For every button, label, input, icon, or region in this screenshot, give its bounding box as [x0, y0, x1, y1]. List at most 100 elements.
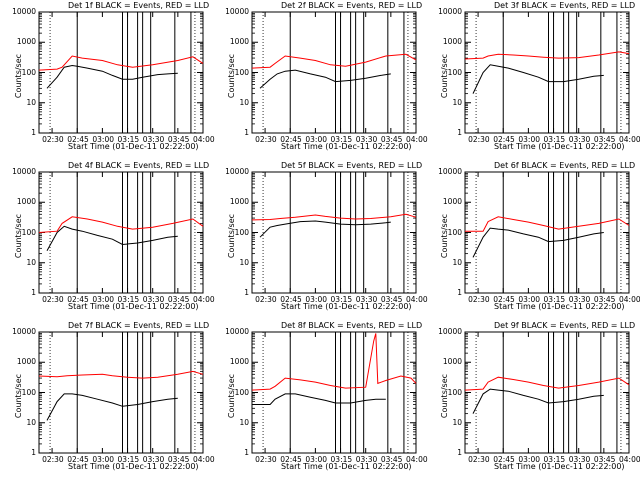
x-tick-label: 02:45	[67, 455, 89, 464]
x-tick-label: 02:30	[468, 455, 490, 464]
y-tick-label: 10	[26, 257, 36, 267]
x-tick-label: 03:30	[568, 455, 591, 464]
chart-title: Det 6f BLACK = Events, RED = LLD	[494, 161, 636, 170]
x-tick-label: 04:00	[619, 135, 640, 144]
x-tick-label: 03:45	[167, 295, 190, 304]
y-tick-label: 100	[234, 387, 249, 397]
lld-series-line	[251, 53, 417, 69]
x-axis-label: Start Time (01-Dec-11 02:22:00)	[494, 142, 625, 151]
y-tick-label: 10000	[438, 167, 462, 176]
x-tick-label: 02:45	[67, 295, 89, 304]
x-axis-label: Start Time (01-Dec-11 02:22:00)	[281, 142, 412, 151]
x-tick-label: 03:30	[142, 135, 165, 144]
chart-panel-1: Det 1f BLACK = Events, RED = LLD Counts/s…	[2, 0, 215, 160]
chart-panel-5: Det 5f BLACK = Events, RED = LLD Counts/s…	[215, 160, 428, 320]
events-series-line	[46, 225, 178, 251]
y-tick-label: 1	[244, 448, 249, 457]
x-tick-label: 02:30	[255, 455, 277, 464]
chart-panel-8: Det 8f BLACK = Events, RED = LLD Counts/s…	[215, 320, 428, 480]
lld-series-line	[464, 51, 630, 60]
x-tick-label: 03:45	[167, 455, 190, 464]
x-tick-label: 03:15	[330, 455, 353, 464]
chart-title: Det 8f BLACK = Events, RED = LLD	[281, 321, 423, 330]
y-tick-label: 100	[234, 67, 249, 77]
x-axis-label: Start Time (01-Dec-11 02:22:00)	[494, 302, 625, 311]
y-tick-label: 100	[21, 67, 36, 77]
x-tick-label: 02:30	[42, 295, 64, 304]
y-tick-label: 10000	[225, 7, 249, 16]
y-tick-label: 10	[26, 417, 36, 427]
x-tick-label: 03:30	[568, 135, 591, 144]
x-tick-label: 03:15	[330, 295, 353, 304]
chart-panel-2: Det 2f BLACK = Events, RED = LLD Counts/s…	[215, 0, 428, 160]
lld-series-line	[251, 333, 417, 391]
lld-series-line	[38, 55, 204, 71]
x-tick-label: 03:15	[543, 135, 566, 144]
x-tick-label: 02:45	[493, 295, 515, 304]
lld-series-line	[251, 213, 417, 221]
x-tick-label: 03:00	[305, 295, 327, 304]
x-tick-label: 03:00	[518, 135, 540, 144]
plot-frame	[38, 331, 204, 454]
x-tick-label: 02:30	[468, 295, 490, 304]
chart-title: Det 7f BLACK = Events, RED = LLD	[68, 321, 210, 330]
x-tick-label: 03:45	[593, 295, 616, 304]
y-tick-label: 1	[244, 288, 249, 297]
x-tick-label: 03:30	[568, 295, 591, 304]
x-tick-label: 03:15	[543, 455, 566, 464]
x-tick-label: 03:00	[305, 135, 327, 144]
x-tick-label: 03:00	[518, 295, 540, 304]
x-tick-label: 03:15	[117, 295, 140, 304]
y-tick-label: 1000	[16, 37, 36, 47]
y-tick-label: 10000	[12, 7, 36, 16]
x-tick-label: 04:00	[406, 135, 428, 144]
plot-frame	[464, 171, 630, 294]
y-tick-label: 100	[21, 227, 36, 237]
y-tick-label: 1000	[16, 357, 36, 367]
x-tick-label: 02:30	[255, 295, 277, 304]
y-tick-label: 100	[234, 227, 249, 237]
chart-panel-7: Det 7f BLACK = Events, RED = LLD Counts/s…	[2, 320, 215, 480]
chart-title: Det 5f BLACK = Events, RED = LLD	[281, 161, 423, 170]
lld-series-line	[38, 370, 204, 379]
x-tick-label: 02:45	[280, 295, 302, 304]
x-axis-label: Start Time (01-Dec-11 02:22:00)	[68, 462, 199, 471]
y-tick-label: 10	[452, 97, 462, 107]
y-tick-label: 1000	[442, 357, 462, 367]
chart-panel-4: Det 4f BLACK = Events, RED = LLD Counts/s…	[2, 160, 215, 320]
chart-svg	[38, 171, 204, 294]
x-tick-label: 04:00	[193, 295, 215, 304]
x-tick-label: 03:45	[167, 135, 190, 144]
x-tick-label: 03:00	[92, 295, 114, 304]
plot-frame	[464, 11, 630, 134]
y-tick-label: 10000	[438, 7, 462, 16]
y-tick-label: 10	[239, 417, 249, 427]
chart-title: Det 9f BLACK = Events, RED = LLD	[494, 321, 636, 330]
chart-title: Det 2f BLACK = Events, RED = LLD	[281, 1, 423, 10]
y-tick-label: 1000	[229, 37, 249, 47]
plot-frame	[38, 171, 204, 294]
y-tick-label: 10000	[225, 167, 249, 176]
x-tick-label: 03:30	[355, 455, 378, 464]
x-tick-label: 02:45	[280, 455, 302, 464]
y-tick-label: 100	[447, 67, 462, 77]
x-tick-label: 03:45	[593, 135, 616, 144]
x-tick-label: 03:30	[355, 295, 378, 304]
chart-svg	[38, 11, 204, 134]
x-tick-label: 02:45	[280, 135, 302, 144]
x-tick-label: 03:15	[330, 135, 353, 144]
x-axis-label: Start Time (01-Dec-11 02:22:00)	[281, 302, 412, 311]
y-tick-label: 1	[244, 128, 249, 137]
x-tick-label: 02:30	[468, 135, 490, 144]
x-tick-label: 03:45	[380, 455, 403, 464]
y-tick-label: 100	[447, 387, 462, 397]
y-tick-label: 1	[457, 128, 462, 137]
x-tick-label: 04:00	[619, 455, 640, 464]
x-axis-label: Start Time (01-Dec-11 02:22:00)	[281, 462, 412, 471]
x-axis-label: Start Time (01-Dec-11 02:22:00)	[494, 462, 625, 471]
chart-svg	[464, 11, 630, 134]
chart-svg	[38, 331, 204, 454]
y-tick-label: 1000	[229, 197, 249, 207]
x-tick-label: 03:00	[305, 455, 327, 464]
y-tick-label: 1	[457, 288, 462, 297]
